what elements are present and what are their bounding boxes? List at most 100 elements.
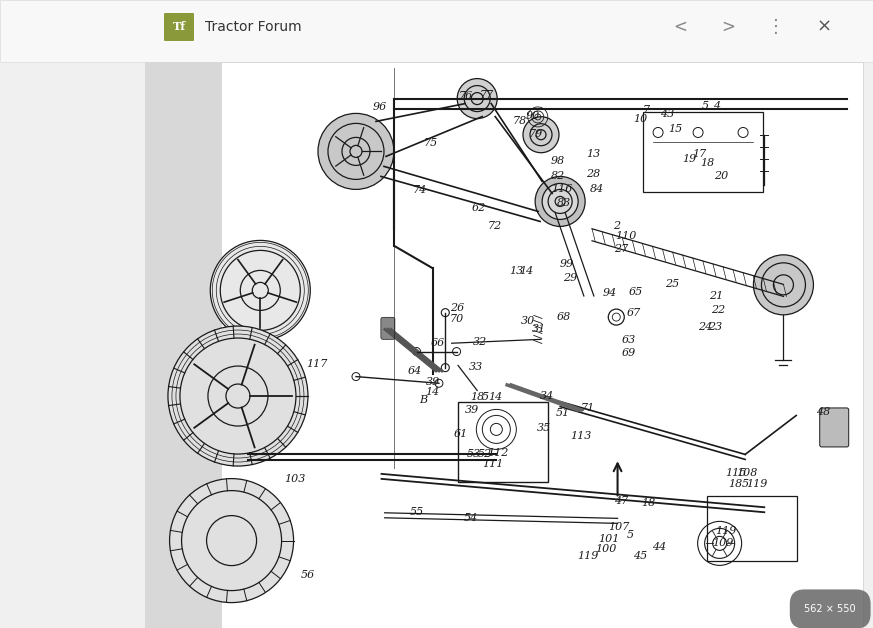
FancyBboxPatch shape (164, 13, 194, 41)
Text: 24: 24 (698, 322, 712, 332)
Text: 25: 25 (664, 279, 679, 289)
Text: 18: 18 (470, 392, 485, 402)
Text: 117: 117 (306, 359, 327, 369)
Text: 5: 5 (482, 392, 489, 402)
Text: 90: 90 (526, 111, 540, 121)
Text: 84: 84 (589, 184, 603, 194)
Text: 30: 30 (521, 316, 535, 326)
Text: 116: 116 (551, 184, 572, 194)
Text: 5: 5 (627, 530, 634, 540)
Text: ×: × (816, 18, 832, 36)
Text: 52: 52 (478, 450, 492, 460)
Text: 108: 108 (736, 468, 757, 478)
FancyBboxPatch shape (381, 317, 395, 339)
Text: 39: 39 (425, 377, 440, 387)
Text: 47: 47 (615, 495, 629, 506)
Text: 21: 21 (710, 291, 724, 301)
Text: 4: 4 (713, 101, 720, 111)
Text: 56: 56 (301, 570, 315, 580)
Text: 83: 83 (557, 198, 571, 207)
Text: >: > (721, 18, 735, 36)
Text: 55: 55 (409, 507, 423, 517)
Text: B: B (420, 396, 428, 406)
Text: 10: 10 (634, 114, 648, 124)
Text: 51: 51 (556, 408, 570, 418)
Text: 99: 99 (560, 259, 574, 269)
Text: 17: 17 (692, 149, 706, 159)
Text: Tf: Tf (173, 21, 185, 33)
Text: 119: 119 (715, 526, 737, 536)
Text: 7: 7 (643, 105, 650, 115)
Text: 72: 72 (488, 222, 502, 232)
Text: 98: 98 (551, 156, 566, 166)
Text: 54: 54 (464, 513, 478, 523)
Text: 5: 5 (701, 101, 709, 111)
Text: 13: 13 (586, 149, 601, 159)
Text: 562 × 550: 562 × 550 (804, 604, 856, 614)
Circle shape (535, 176, 585, 227)
Text: 100: 100 (595, 544, 616, 554)
Text: 103: 103 (285, 474, 306, 484)
Text: 75: 75 (424, 138, 438, 148)
Text: 68: 68 (556, 312, 570, 322)
Text: 19: 19 (683, 154, 697, 164)
Text: 5: 5 (741, 479, 749, 489)
Text: 14: 14 (425, 387, 440, 397)
Circle shape (168, 326, 308, 466)
FancyBboxPatch shape (0, 0, 873, 62)
Text: 45: 45 (634, 551, 648, 561)
Text: 109: 109 (712, 538, 733, 548)
FancyBboxPatch shape (145, 62, 222, 628)
Text: 115: 115 (725, 468, 746, 478)
Text: <: < (673, 18, 687, 36)
Text: 53: 53 (467, 450, 481, 460)
Text: 13: 13 (510, 266, 524, 276)
Text: 94: 94 (602, 288, 617, 298)
Text: 112: 112 (487, 448, 508, 458)
Text: 111: 111 (483, 459, 504, 469)
Text: 74: 74 (413, 185, 427, 195)
Text: 2: 2 (613, 222, 620, 232)
Text: 107: 107 (608, 522, 629, 532)
Text: 101: 101 (598, 534, 619, 544)
Text: 119: 119 (746, 479, 767, 489)
Text: 62: 62 (472, 203, 486, 213)
Text: 14: 14 (519, 266, 533, 276)
Text: 63: 63 (622, 335, 636, 345)
Text: 18: 18 (700, 158, 714, 168)
Text: 66: 66 (430, 338, 444, 348)
FancyBboxPatch shape (145, 62, 863, 628)
Text: 29: 29 (562, 273, 577, 283)
Text: 23: 23 (708, 322, 722, 332)
Text: 82: 82 (551, 171, 566, 181)
Text: 28: 28 (586, 169, 600, 178)
Text: 43: 43 (660, 109, 674, 119)
Text: 32: 32 (473, 337, 487, 347)
Text: 22: 22 (711, 305, 725, 315)
Text: 64: 64 (408, 366, 422, 376)
Text: Tractor Forum: Tractor Forum (205, 20, 302, 34)
Text: 27: 27 (614, 244, 628, 254)
Text: ⋮: ⋮ (767, 18, 785, 36)
Text: 39: 39 (465, 405, 479, 415)
Text: 76: 76 (458, 91, 473, 101)
Text: 33: 33 (469, 362, 483, 372)
Text: 113: 113 (570, 431, 591, 441)
Circle shape (318, 114, 394, 190)
Text: 18: 18 (641, 498, 656, 508)
Text: 119: 119 (577, 551, 598, 561)
Text: 96: 96 (373, 102, 388, 112)
Text: 61: 61 (453, 429, 468, 439)
Text: 18: 18 (728, 479, 743, 489)
Text: 31: 31 (532, 324, 546, 334)
Text: 70: 70 (450, 314, 464, 324)
Text: 34: 34 (540, 391, 554, 401)
Text: 69: 69 (622, 348, 636, 358)
Text: 20: 20 (714, 171, 728, 181)
Text: 67: 67 (627, 308, 641, 318)
Text: 48: 48 (816, 406, 830, 416)
FancyBboxPatch shape (820, 408, 849, 447)
Circle shape (169, 479, 293, 603)
Text: 110: 110 (615, 231, 636, 241)
Text: 78: 78 (512, 116, 527, 126)
